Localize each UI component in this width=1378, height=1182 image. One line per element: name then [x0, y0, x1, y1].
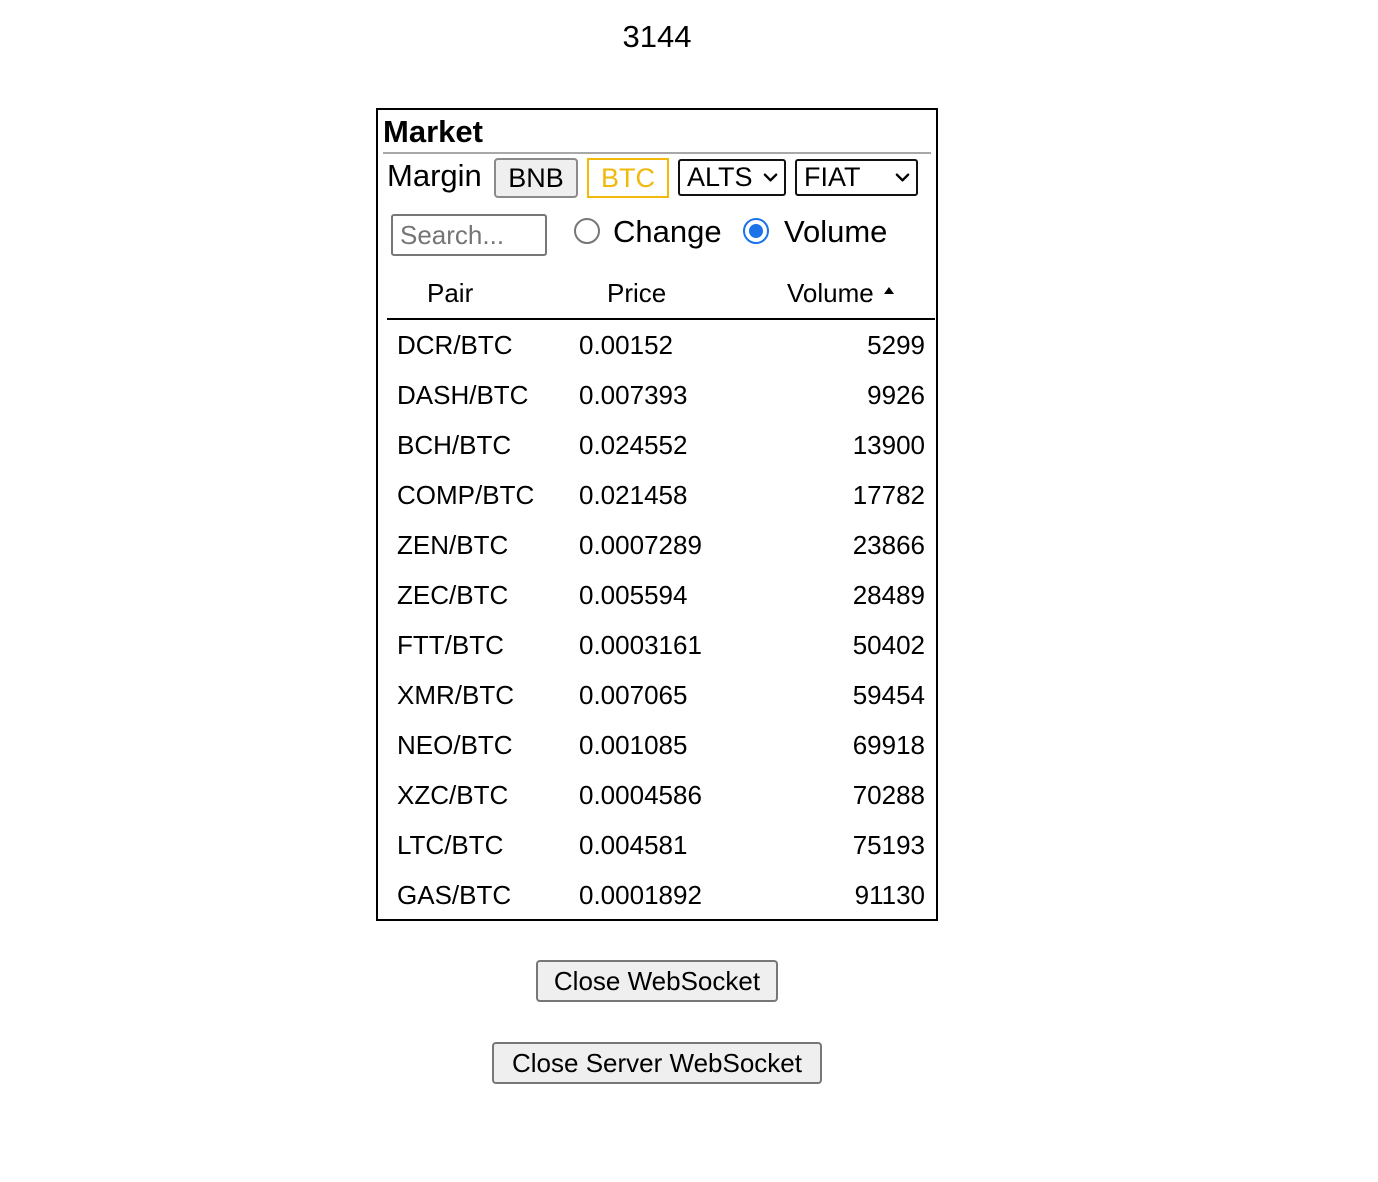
volume-cell: 5299: [867, 330, 925, 360]
pair-cell: ZEN/BTC: [397, 530, 509, 560]
price-cell: 0.00152: [579, 330, 673, 360]
price-cell: 0.007065: [579, 680, 688, 710]
price-cell: 0.0004586: [579, 780, 702, 810]
market-panel: Market Margin BNB BTC ALTS FIAT Change V…: [376, 108, 938, 921]
counter-value: 3144: [622, 19, 692, 54]
price-cell: 0.024552: [579, 430, 688, 460]
close-websocket-button[interactable]: Close WebSocket: [536, 960, 778, 1002]
chevron-down-icon: [763, 173, 778, 182]
column-header-volume[interactable]: Volume: [787, 278, 874, 308]
volume-cell: 28489: [852, 580, 925, 610]
pair-cell: BCH/BTC: [397, 430, 512, 460]
table-row[interactable]: LTC/BTC 0.004581 75193: [387, 820, 925, 870]
price-cell: 0.0003161: [579, 630, 702, 660]
pair-cell: NEO/BTC: [397, 730, 513, 760]
change-radio[interactable]: [574, 218, 600, 244]
table-row[interactable]: NEO/BTC 0.001085 69918: [387, 720, 925, 770]
volume-cell: 91130: [854, 880, 925, 910]
price-cell: 0.004581: [579, 830, 688, 860]
volume-cell: 13900: [852, 430, 925, 460]
pair-cell: XMR/BTC: [397, 680, 514, 710]
volume-radio[interactable]: [743, 218, 769, 244]
chevron-down-icon: [895, 173, 910, 182]
pair-cell: DCR/BTC: [397, 330, 513, 360]
volume-cell: 23866: [852, 530, 925, 560]
pair-cell: COMP/BTC: [397, 480, 535, 510]
volume-cell: 70288: [852, 780, 925, 810]
bnb-button[interactable]: BNB: [494, 158, 578, 198]
pair-cell: LTC/BTC: [397, 830, 504, 860]
table-row[interactable]: GAS/BTC 0.0001892 91130: [387, 870, 925, 920]
table-row[interactable]: FTT/BTC 0.0003161 50402: [387, 620, 925, 670]
change-radio-label[interactable]: Change: [613, 214, 722, 249]
alts-select[interactable]: ALTS: [678, 159, 786, 196]
table-row[interactable]: DCR/BTC 0.00152 5299: [387, 320, 925, 370]
volume-cell: 59454: [852, 680, 925, 710]
volume-radio-label[interactable]: Volume: [784, 214, 888, 249]
pair-cell: XZC/BTC: [397, 780, 509, 810]
close-server-websocket-button[interactable]: Close Server WebSocket: [492, 1042, 822, 1084]
pair-cell: DASH/BTC: [397, 380, 529, 410]
price-cell: 0.021458: [579, 480, 688, 510]
pair-cell: FTT/BTC: [397, 630, 504, 660]
fiat-select[interactable]: FIAT: [795, 159, 918, 196]
table-row[interactable]: BCH/BTC 0.024552 13900: [387, 420, 925, 470]
column-header-price[interactable]: Price: [607, 278, 667, 308]
btc-button[interactable]: BTC: [587, 158, 669, 198]
column-header-pair[interactable]: Pair: [427, 278, 474, 308]
margin-filter[interactable]: Margin: [387, 158, 482, 193]
fiat-select-value: FIAT: [804, 162, 861, 192]
price-cell: 0.0001892: [579, 880, 702, 910]
table-row[interactable]: XMR/BTC 0.007065 59454: [387, 670, 925, 720]
table-row[interactable]: COMP/BTC 0.021458 17782: [387, 470, 925, 520]
volume-cell: 9926: [867, 380, 925, 410]
table-row[interactable]: ZEC/BTC 0.005594 28489: [387, 570, 925, 620]
price-cell: 0.001085: [579, 730, 688, 760]
market-title: Market: [383, 114, 931, 154]
market-table-body: DCR/BTC 0.00152 5299 DASH/BTC 0.007393 9926 BC…: [387, 320, 925, 920]
volume-cell: 17782: [852, 480, 925, 510]
alts-select-value: ALTS: [687, 162, 753, 192]
price-cell: 0.005594: [579, 580, 688, 610]
table-header: Pair Price Volume: [387, 270, 935, 320]
price-cell: 0.0007289: [579, 530, 702, 560]
volume-cell: 69918: [852, 730, 925, 760]
table-row[interactable]: ZEN/BTC 0.0007289 23866: [387, 520, 925, 570]
pair-cell: ZEC/BTC: [397, 580, 509, 610]
search-input[interactable]: [391, 214, 547, 256]
pair-cell: GAS/BTC: [397, 880, 512, 910]
search-sort-row: Change Volume: [391, 212, 931, 256]
volume-cell: 75193: [852, 830, 925, 860]
sort-ascending-icon: [884, 287, 894, 294]
price-cell: 0.007393: [579, 380, 688, 410]
table-row[interactable]: DASH/BTC 0.007393 9926: [387, 370, 925, 420]
table-row[interactable]: XZC/BTC 0.0004586 70288: [387, 770, 925, 820]
volume-cell: 50402: [852, 630, 925, 660]
